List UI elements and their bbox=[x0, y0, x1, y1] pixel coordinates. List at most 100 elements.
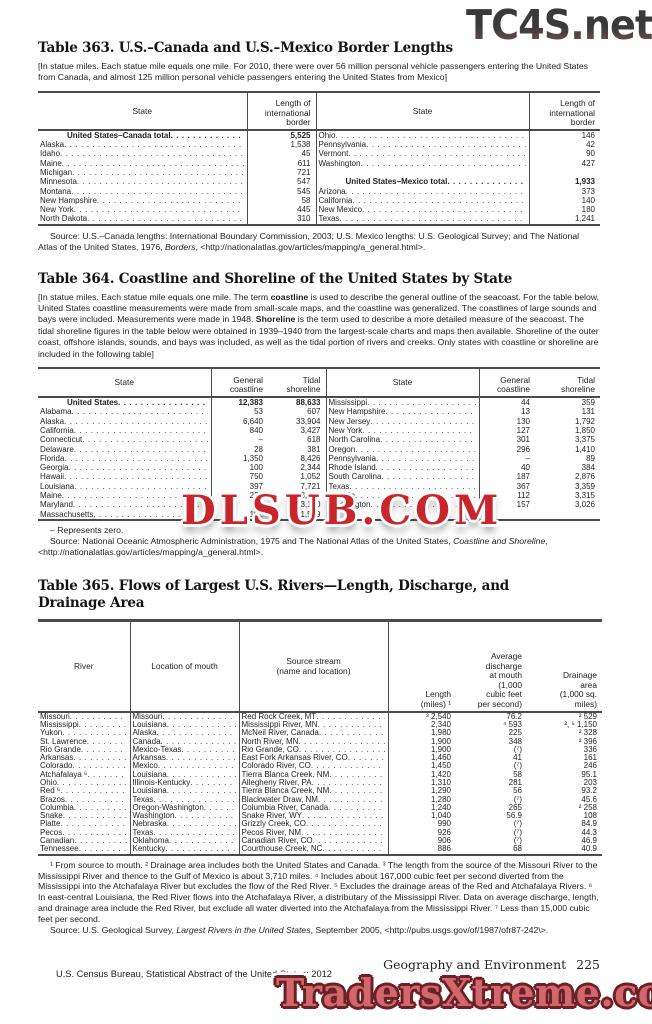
source-stream-cell: Rio Grande, CO bbox=[239, 745, 389, 755]
state-cell: Delaware bbox=[38, 444, 212, 454]
state-cell: Hawaii bbox=[38, 472, 212, 482]
running-head: Geography and Environment 225 bbox=[0, 957, 600, 972]
dot-leader bbox=[190, 779, 235, 787]
label-text: Colorado bbox=[40, 762, 73, 771]
label-wrap: Minnesota bbox=[38, 177, 244, 186]
dot-leader bbox=[348, 754, 385, 762]
label-wrap: Atchafalaya ⁶ bbox=[38, 771, 127, 779]
label-text: Mississippi bbox=[328, 398, 368, 408]
label-text: Oklahoma bbox=[132, 837, 169, 846]
section-name: Geography and Environment bbox=[383, 957, 567, 972]
watermark-traders: TradersXtreme.com bbox=[276, 970, 652, 1015]
label-wrap: Mississippi bbox=[38, 721, 127, 729]
state-cell: Texas bbox=[326, 481, 480, 491]
general-coastline-cell: 187 bbox=[516, 472, 530, 482]
label-text: Georgia bbox=[40, 463, 69, 473]
discharge-cell: 56.9 bbox=[506, 811, 522, 821]
drainage-area-cell: 336 bbox=[583, 744, 597, 754]
dot-leader bbox=[385, 407, 475, 416]
length-cell: 1,290 bbox=[430, 786, 451, 796]
discharge-cell: (⁷) bbox=[513, 827, 522, 837]
length-cell: 1,280 bbox=[430, 794, 451, 804]
label-text: Blackwater Draw, NM bbox=[241, 795, 318, 804]
dot-leader bbox=[74, 445, 208, 454]
state-cell: Massachusetts bbox=[38, 509, 212, 520]
dot-leader bbox=[74, 426, 208, 435]
source-stream-cell: Columbia River, Canada bbox=[239, 803, 389, 813]
label-text: Virginia bbox=[328, 491, 356, 500]
label-wrap: Mississippi River, MN bbox=[240, 721, 385, 729]
text-segment: Shoreline bbox=[255, 314, 296, 325]
river-cell: Rio Grande bbox=[38, 745, 131, 755]
label-wrap: Ohio bbox=[317, 131, 526, 140]
tidal-shoreline-cell: 1,850 bbox=[574, 425, 595, 435]
general-coastline-cell: 12,383 bbox=[238, 398, 263, 408]
border-length-cell: 310 bbox=[247, 214, 317, 225]
label-wrap: Mexico-Texas bbox=[131, 746, 236, 754]
drainage-area-cell: 246 bbox=[583, 761, 597, 771]
label-wrap: Texas bbox=[131, 829, 236, 837]
label-wrap: Canadian bbox=[38, 837, 127, 845]
label-text: Red ⁶ bbox=[40, 787, 61, 796]
label-wrap: Canada bbox=[131, 738, 236, 746]
state-cell: Washington bbox=[326, 500, 480, 510]
dot-leader bbox=[376, 463, 476, 472]
general-coastline-cell: 127 bbox=[516, 425, 530, 435]
source-stream-cell: North River, MN bbox=[239, 737, 389, 746]
label-wrap: Canadian River, CO bbox=[240, 837, 385, 845]
label-wrap: Mississippi bbox=[327, 398, 476, 407]
tidal-shoreline-cell: 33,904 bbox=[268, 416, 327, 426]
river-cell: Pecos bbox=[38, 828, 131, 838]
label-wrap: Arizona bbox=[317, 187, 526, 196]
label-wrap: Massachusetts bbox=[38, 510, 208, 519]
label-wrap: Alaska bbox=[131, 729, 236, 737]
dot-leader bbox=[87, 738, 127, 746]
dot-leader bbox=[74, 205, 244, 214]
table-364-section: Table 364. Coastline and Shoreline of th… bbox=[38, 271, 600, 558]
dot-leader bbox=[72, 168, 243, 177]
label-wrap: Washington bbox=[327, 500, 476, 509]
dot-leader bbox=[174, 812, 235, 820]
label-wrap: McNeil River, Canada bbox=[240, 729, 385, 737]
general-coastline-cell: 44 bbox=[521, 398, 530, 408]
river-cell: Red ⁶ bbox=[38, 787, 131, 796]
general-coastline-cell: – bbox=[525, 453, 530, 463]
tidal-shoreline-cell: 381 bbox=[268, 444, 327, 454]
state-cell bbox=[326, 509, 480, 520]
label-text: Oregon-Washington bbox=[132, 803, 204, 812]
drainage-area-cell: 46.9 bbox=[581, 836, 597, 846]
state-cell: South Carolina bbox=[326, 472, 480, 482]
dot-leader bbox=[77, 177, 244, 186]
state-cell: Rhode Island bbox=[326, 463, 480, 473]
label-text: New Mexico bbox=[318, 205, 363, 215]
text-segment: [In statue miles. Each statue mile equal… bbox=[38, 291, 271, 302]
discharge-cell: ⁴ 593 bbox=[502, 719, 522, 729]
state-cell: Idaho bbox=[38, 149, 248, 159]
table-365-section: Table 365. Flows of Largest U.S. Rivers—… bbox=[38, 578, 602, 936]
tidal-shoreline-cell: 384 bbox=[581, 463, 595, 473]
tidal-shoreline-cell: 3,427 bbox=[268, 425, 327, 436]
state-cell: Maine bbox=[38, 491, 212, 501]
label-wrap: North Dakota bbox=[38, 214, 244, 223]
border-length-cell: 611 bbox=[247, 158, 317, 168]
header-row: State General coastline Tidal shoreline … bbox=[38, 368, 600, 398]
table-363-section: Table 363. U.S.–Canada and U.S.–Mexico B… bbox=[38, 40, 600, 253]
text-segment: is used to describe the general outline … bbox=[38, 291, 599, 325]
length-cell: ³ 2,540 bbox=[426, 711, 451, 721]
mouth-location-cell: Missouri bbox=[130, 711, 240, 721]
border-length-cell: 1,241 bbox=[574, 214, 595, 224]
dot-leader bbox=[65, 796, 127, 804]
dot-leader bbox=[74, 837, 126, 845]
source-stream-cell: Tierra Blanca Creek, NM bbox=[239, 787, 389, 796]
label-wrap: New Hampshire bbox=[38, 196, 244, 205]
column-header-state: State bbox=[38, 91, 248, 130]
river-cell: Brazos bbox=[38, 795, 131, 804]
dot-leader bbox=[318, 796, 385, 804]
